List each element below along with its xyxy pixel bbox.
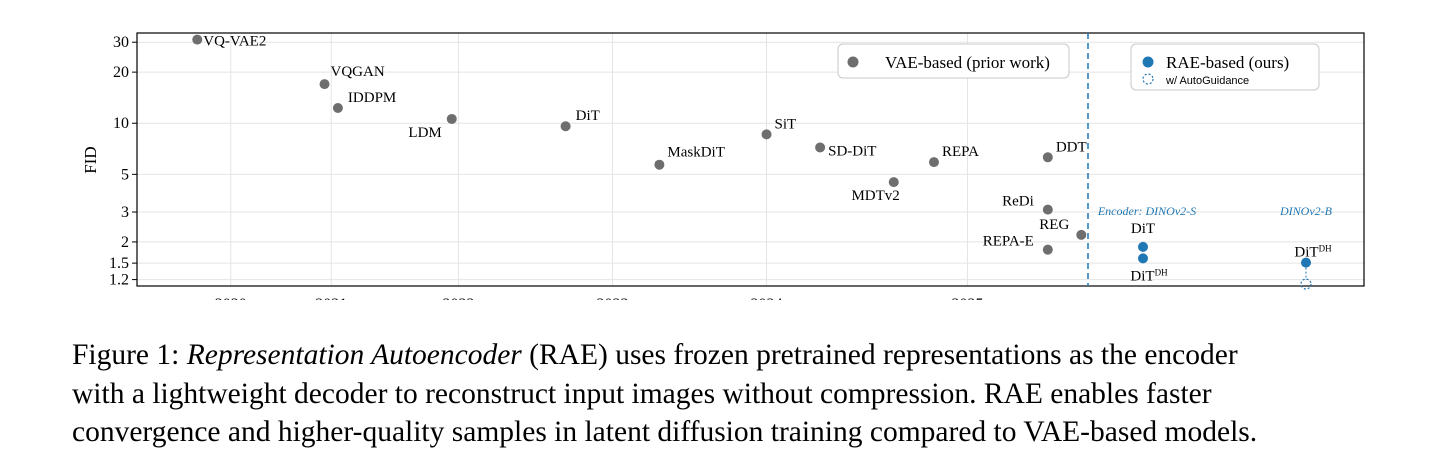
plot-area-frame <box>136 32 1365 287</box>
rae-point <box>1301 257 1311 268</box>
point-mdtv2 <box>888 177 899 188</box>
point-label-sd-dit: SD-DiT <box>828 143 876 159</box>
x-tick-label: 2025 <box>951 296 983 300</box>
legend-rae: RAE-based (ours) w/ AutoGuidance <box>1130 43 1320 91</box>
y-tick-label: 2 <box>121 234 129 251</box>
point-repa <box>928 157 939 168</box>
data-points: VQ-VAE2 VQGAN IDDPM LDM DiT MaskDiT SiT SD-DiT M… <box>192 34 1332 290</box>
point-redi <box>1042 204 1053 215</box>
autoguidance-point <box>1300 278 1312 290</box>
point-label-redi: ReDi <box>1002 194 1034 210</box>
rae-point-label: DiTDH <box>1294 244 1332 261</box>
x-axis-ticks: 2020 2021 2022 2023 2024 2025 <box>215 296 984 300</box>
point-label-repa: REPA <box>942 144 979 160</box>
x-tick-label: 2022 <box>442 296 474 300</box>
group-label-dinov2-b: DINOv2-B <box>1279 204 1333 218</box>
y-tick-label: 3 <box>121 204 129 221</box>
legend-marker-autoguidance <box>1142 73 1154 85</box>
figure-caption: Figure 1: Representation Autoencoder (RA… <box>72 336 1372 452</box>
legend-marker-rae <box>1142 56 1154 68</box>
point-vqgan <box>319 79 330 90</box>
point-label-mdtv2: MDTv2 <box>851 188 899 204</box>
legend-label-vae: VAE-based (prior work) <box>885 53 1050 72</box>
legend-label-autoguidance: w/ AutoGuidance <box>1165 75 1249 87</box>
point-label-reg: REG <box>1039 217 1069 233</box>
point-reg <box>1076 229 1087 240</box>
y-tick-label: 1.5 <box>109 255 129 272</box>
y-tick-label: 30 <box>113 34 129 51</box>
point-vq-vae2 <box>192 34 203 45</box>
y-axis-ticks: 30 20 10 5 3 2 1.51.2 <box>109 34 137 289</box>
point-dit <box>560 121 571 132</box>
x-tick-label: 2021 <box>315 296 347 300</box>
y-tick-label: 20 <box>113 64 129 81</box>
legend-marker-vae <box>847 56 859 68</box>
point-label-dit: DiT <box>576 108 600 124</box>
grid-lines <box>137 33 1364 286</box>
point-ldm <box>446 113 457 124</box>
x-tick-label: 2023 <box>597 296 629 300</box>
fid-chart: 30 20 10 5 3 2 1.51.2 2020 2021 2022 2023 2024 2025… <box>81 32 1365 300</box>
rae-point-label: DiTDH <box>1130 267 1168 284</box>
point-label-ddt: DDT <box>1056 139 1087 155</box>
rae-point-label: DiT <box>1131 221 1155 237</box>
y-tick-label: 5 <box>121 166 129 183</box>
point-sd-dit <box>815 142 826 153</box>
caption-line-3: convergence and higher-quality samples i… <box>72 416 1258 448</box>
legend-label-rae: RAE-based (ours) <box>1166 53 1289 72</box>
point-label-ldm: LDM <box>408 125 441 141</box>
rae-point <box>1138 253 1148 264</box>
y-tick-label: 1.2 <box>109 272 129 289</box>
point-maskdit <box>654 159 665 170</box>
rae-point <box>1138 241 1148 252</box>
point-label-sit: SiT <box>775 116 797 132</box>
caption-line-2: with a lightweight decoder to reconstruc… <box>72 377 1212 410</box>
y-axis-label: FID <box>81 146 100 173</box>
caption-emphasis: Representation Autoencoder <box>186 339 522 371</box>
legend-vae: VAE-based (prior work) <box>837 43 1070 79</box>
point-sit <box>761 129 772 140</box>
group-label-dinov2-s: Encoder: DINOv2-S <box>1097 204 1196 218</box>
x-tick-label: 2024 <box>751 296 783 300</box>
point-label-vq-vae2: VQ-VAE2 <box>203 34 266 50</box>
caption-line-1: Figure 1: Representation Autoencoder (RA… <box>72 336 1372 375</box>
point-iddpm <box>332 102 343 113</box>
superscript: DH <box>1155 267 1168 277</box>
caption-line-1-text: (RAE) uses frozen pretrained representat… <box>521 339 1238 371</box>
point-repa-e <box>1042 244 1053 255</box>
point-label-repa-e: REPA-E <box>983 234 1034 250</box>
point-label-vqgan: VQGAN <box>331 64 385 80</box>
superscript: DH <box>1319 244 1332 254</box>
y-tick-label: 10 <box>113 115 129 132</box>
point-label-iddpm: IDDPM <box>348 90 396 106</box>
point-label-maskdit: MaskDiT <box>667 145 725 161</box>
point-ddt <box>1042 152 1053 163</box>
caption-prefix: Figure 1: <box>72 339 187 371</box>
x-tick-label: 2020 <box>215 296 247 300</box>
